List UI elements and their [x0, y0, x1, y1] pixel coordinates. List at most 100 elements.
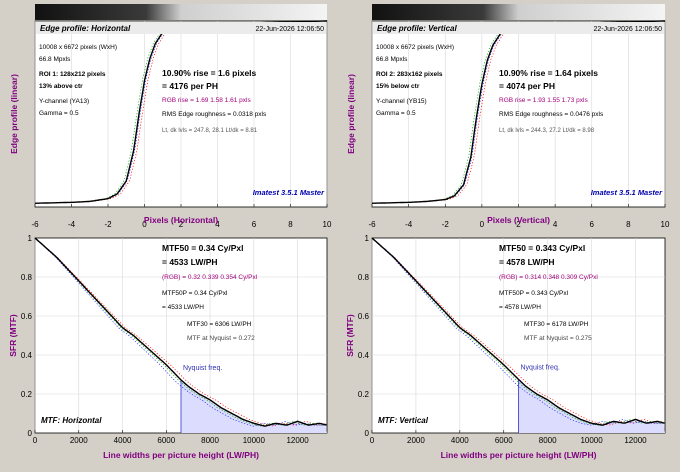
- watermark: Imatest 3.5.1 Master: [253, 188, 325, 197]
- mtf50-rgb: (RGB) = 0.314 0.348 0.309 Cy/Pxl: [499, 274, 598, 281]
- x-axis-label: Pixels (Horizontal): [144, 215, 218, 225]
- y-tick-label: 1: [28, 234, 33, 243]
- y-tick-label: 0.6: [358, 312, 370, 321]
- panel-title: Edge profile: Horizontal: [40, 24, 131, 33]
- edge-image-strip: [35, 4, 327, 20]
- mtf30-value: MTF30 = 6178 LW/PH: [524, 321, 589, 328]
- x-tick-label: 4000: [114, 436, 132, 445]
- rise-value: 10.90% rise = 1.6 pixels: [162, 68, 257, 78]
- x-tick-label: -4: [405, 220, 413, 229]
- light-dark-levels: Lt, dk lvls = 247.8, 28.1 Lt/dk = 8.81: [162, 128, 258, 134]
- panel-edge-h: -6 -4 -2 0 2 4 6 8 10 Pixels (Horizontal) Edge pro…: [9, 4, 332, 229]
- roi-position: 13% above ctr: [39, 83, 83, 90]
- mtf50-value: MTF50 = 0.343 Cy/Pxl: [499, 243, 585, 253]
- panel-date: 22-Jun-2026 12:06:50: [594, 26, 663, 33]
- channel-info: Y-channel (YB15): [376, 98, 427, 105]
- roi-size: ROI 1: 128x212 pixels: [39, 71, 106, 78]
- edge-image-strip: [372, 4, 665, 20]
- panel-mtf-v: 0 2000 4000 6000 8000 10000 12000 0 0.2 0.4 0.6 0.8…: [345, 234, 666, 460]
- nyquist-label: Nyquist freq.: [521, 364, 560, 371]
- panel-edge-v: -6 -4 -2 0 2 4 6 8 10 Pixels (Vertical) Edge profi…: [346, 4, 670, 229]
- mtf50-lwph: = 4578 LW/PH: [499, 257, 555, 267]
- mtf50-rgb: (RGB) = 0.32 0.339 0.354 Cy/Pxl: [162, 274, 258, 281]
- megapixels: 66.8 Mpxls: [39, 56, 71, 63]
- x-axis-label: Line widths per picture height (LW/PH): [441, 450, 597, 460]
- y-tick-label: 0.4: [21, 351, 33, 360]
- mtf-at-nyquist: MTF at Nyquist = 0.272: [187, 335, 255, 342]
- mtf50-value: MTF50 = 0.34 Cy/Pxl: [162, 243, 244, 253]
- roi-size: ROI 2: 283x162 pixels: [376, 71, 443, 78]
- mtf30-value: MTF30 = 6306 LW/PH: [187, 321, 252, 328]
- nyquist-shaded-area: [181, 380, 327, 433]
- x-tick-label: 6000: [495, 436, 513, 445]
- x-tick-label: 10000: [580, 436, 603, 445]
- x-tick-label: 2000: [70, 436, 88, 445]
- x-tick-label: -2: [442, 220, 450, 229]
- x-tick-label: 8: [288, 220, 293, 229]
- x-tick-label: -6: [368, 220, 376, 229]
- mtf50p-value: MTF50P = 0.34 Cy/Pxl: [162, 290, 228, 297]
- roi-position: 15% below ctr: [376, 83, 420, 90]
- rise-per-ph: = 4176 per PH: [162, 81, 218, 91]
- x-tick-label: 8000: [539, 436, 557, 445]
- x-tick-label: 6: [252, 220, 257, 229]
- x-tick-label: 12000: [286, 436, 309, 445]
- channel-curve: [371, 237, 665, 426]
- gamma: Gamma = 0.5: [376, 110, 416, 117]
- watermark: Imatest 3.5.1 Master: [591, 188, 663, 197]
- mtf50-lwph: = 4533 LW/PH: [162, 257, 218, 267]
- y-axis-label: SFR (MTF): [8, 314, 18, 357]
- x-tick-label: 2000: [407, 436, 425, 445]
- x-tick-label: -4: [68, 220, 76, 229]
- nyquist-label: Nyquist freq.: [183, 365, 222, 372]
- y-tick-label: 0: [365, 429, 370, 438]
- x-tick-label: 6: [590, 220, 595, 229]
- panel-title: Edge profile: Vertical: [377, 24, 458, 33]
- x-tick-label: 0: [480, 220, 485, 229]
- title-bar: [36, 22, 326, 34]
- y-tick-label: 0.6: [21, 312, 33, 321]
- mtf50p-value: MTF50P = 0.343 Cy/Pxl: [499, 290, 569, 297]
- y-axis-label: Edge profile (linear): [346, 74, 356, 154]
- x-tick-label: 4: [215, 220, 220, 229]
- channel-curve: [371, 237, 664, 426]
- x-tick-label: 0: [370, 436, 375, 445]
- x-tick-label: 12000: [624, 436, 647, 445]
- x-tick-label: 6000: [157, 436, 175, 445]
- rgb-rise: RGB rise = 1.93 1.55 1.73 pxls: [499, 97, 588, 104]
- x-tick-label: 4: [553, 220, 558, 229]
- y-tick-label: 0.8: [358, 273, 370, 282]
- image-size: 10008 x 6672 pixels (WxH): [376, 44, 454, 51]
- x-axis-label: Pixels (Vertical): [487, 215, 550, 225]
- y-tick-label: 0.8: [21, 273, 33, 282]
- mtf50p-lwph: = 4578 LW/PH: [499, 304, 541, 311]
- megapixels: 66.8 Mpxls: [376, 56, 408, 63]
- x-tick-label: 0: [142, 220, 147, 229]
- channel-curve: [371, 237, 664, 426]
- x-tick-label: 2: [179, 220, 184, 229]
- channel-info: Y-channel (YA13): [39, 98, 89, 105]
- nyquist-shaded-area: [518, 379, 665, 433]
- channel-curve: [34, 237, 326, 427]
- rise-per-ph: = 4074 per PH: [499, 81, 555, 91]
- panel-mtf-h: 0 2000 4000 6000 8000 10000 12000 0 0.2 0.4 0.6 0.8…: [8, 234, 328, 460]
- x-tick-label: 10: [661, 220, 670, 229]
- channel-curve: [34, 237, 326, 427]
- x-tick-label: 4000: [451, 436, 469, 445]
- y-axis-label: Edge profile (linear): [9, 74, 19, 154]
- channel-curve: [34, 237, 327, 427]
- mtf50p-lwph: = 4533 LW/PH: [162, 304, 204, 311]
- x-tick-label: -6: [31, 220, 39, 229]
- edge-roughness: RMS Edge roughness = 0.0318 pxls: [162, 111, 267, 118]
- rise-value: 10.90% rise = 1.64 pixels: [499, 68, 598, 78]
- y-tick-label: 0.2: [358, 390, 370, 399]
- mtf-curve: [34, 237, 327, 427]
- x-tick-label: 0: [33, 436, 38, 445]
- x-tick-label: 8: [626, 220, 631, 229]
- y-axis-label: SFR (MTF): [345, 314, 355, 357]
- edge-roughness: RMS Edge roughness = 0.0476 pxls: [499, 111, 604, 118]
- rgb-rise: RGB rise = 1.69 1.58 1.61 pxls: [162, 97, 251, 104]
- panel-title: MTF: Horizontal: [41, 416, 102, 425]
